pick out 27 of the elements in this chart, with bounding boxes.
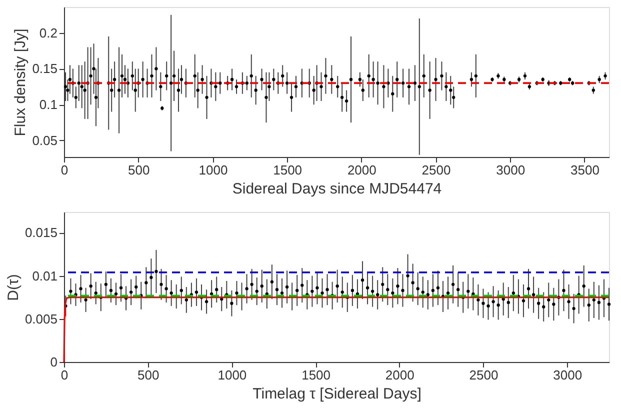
- x-tick-label: 2000: [385, 368, 414, 382]
- x-tick-label: 3000: [496, 162, 526, 178]
- y-tick-label: 0: [50, 354, 58, 370]
- y-tick-label: 0.015: [24, 225, 58, 240]
- x-axis-title: Sidereal Days since MJD54474: [232, 180, 442, 198]
- y-tick-label: 0.15: [32, 61, 58, 76]
- x-tick-label: 1000: [198, 162, 228, 178]
- y-tick-label: 0.2: [39, 25, 58, 40]
- x-tick-label: 2500: [422, 162, 451, 178]
- x-tick-label: 1500: [273, 162, 302, 178]
- x-tick-label: 0: [60, 162, 68, 178]
- y-axis-title: D(τ): [4, 274, 22, 301]
- x-tick-label: 1500: [302, 368, 330, 382]
- x-tick-label: 2000: [347, 162, 376, 178]
- y-tick-label: 0.005: [24, 311, 58, 326]
- x-tick-label: 0: [60, 368, 68, 382]
- y-tick-label: 0.01: [32, 268, 58, 284]
- x-tick-label: 1000: [218, 368, 247, 382]
- x-tick-label: 3500: [570, 162, 600, 178]
- y-axis-title: Flux density [Jy]: [12, 28, 30, 136]
- x-axis-title: Timelag τ [Sidereal Days]: [252, 386, 422, 402]
- y-tick-label: 0.1: [39, 97, 58, 112]
- x-tick-label: 500: [137, 368, 160, 382]
- x-tick-label: 3000: [553, 368, 582, 382]
- y-tick-label: 0.05: [32, 132, 58, 148]
- x-tick-label: 2500: [469, 368, 498, 382]
- x-tick-label: 500: [128, 162, 150, 178]
